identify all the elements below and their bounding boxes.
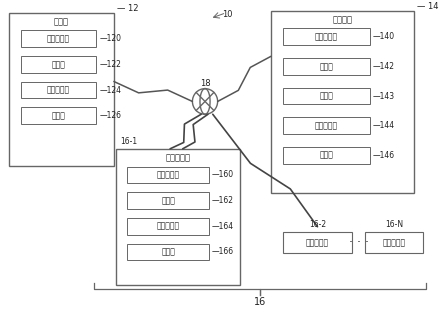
- Bar: [128, 218, 209, 235]
- Bar: [128, 166, 209, 183]
- Text: 控制部: 控制部: [161, 247, 175, 256]
- Text: 16-N: 16-N: [385, 220, 403, 229]
- Bar: [365, 232, 423, 253]
- Text: —160: —160: [212, 170, 234, 179]
- Bar: [128, 243, 209, 260]
- Bar: [116, 149, 240, 285]
- Text: —120: —120: [99, 34, 121, 43]
- Bar: [21, 30, 97, 47]
- Bar: [9, 13, 114, 166]
- Text: · · ·: · · ·: [349, 236, 369, 249]
- Text: 边缘服务器: 边缘服务器: [165, 153, 190, 162]
- Text: 边缘服务器: 边缘服务器: [383, 238, 406, 247]
- Text: —124: —124: [99, 86, 121, 95]
- Text: —126: —126: [99, 111, 121, 120]
- Text: 测量部: 测量部: [319, 62, 333, 71]
- Text: —146: —146: [373, 151, 395, 160]
- Text: —140: —140: [373, 32, 395, 41]
- Text: 18: 18: [200, 79, 210, 88]
- Bar: [283, 29, 370, 45]
- Text: 发送接收部: 发送接收部: [315, 32, 338, 41]
- Bar: [21, 107, 97, 124]
- Text: 发送接收部: 发送接收部: [157, 170, 180, 179]
- Bar: [283, 58, 370, 75]
- Text: 镜像存储部: 镜像存储部: [47, 86, 70, 95]
- Text: — 14: — 14: [417, 2, 439, 11]
- Text: 发送接收部: 发送接收部: [47, 34, 70, 43]
- Text: —142: —142: [373, 62, 395, 71]
- Bar: [283, 117, 370, 134]
- Text: —166: —166: [212, 247, 234, 256]
- Text: 16: 16: [254, 297, 266, 307]
- Text: —143: —143: [373, 91, 395, 100]
- Bar: [283, 147, 370, 164]
- Text: 10: 10: [222, 10, 233, 19]
- Bar: [271, 11, 415, 193]
- Text: 测量部: 测量部: [52, 60, 66, 69]
- Bar: [283, 88, 370, 104]
- Text: —164: —164: [212, 222, 234, 231]
- Text: 16-1: 16-1: [120, 137, 138, 146]
- Text: 测量部: 测量部: [161, 196, 175, 205]
- Text: 云服务器: 云服务器: [333, 15, 353, 24]
- Bar: [21, 82, 97, 99]
- Text: —144: —144: [373, 121, 395, 130]
- Text: —162: —162: [212, 196, 234, 205]
- Text: 镜像存储部: 镜像存储部: [157, 222, 180, 231]
- Text: 边缘服务器: 边缘服务器: [306, 238, 329, 247]
- Bar: [128, 192, 209, 209]
- Text: 镜像存储部: 镜像存储部: [315, 121, 338, 130]
- Text: — 12: — 12: [117, 4, 138, 13]
- Bar: [21, 56, 97, 73]
- Text: 控制部: 控制部: [52, 111, 66, 120]
- Text: —122: —122: [99, 60, 121, 69]
- Text: 车载器: 车载器: [54, 17, 69, 26]
- Text: 控制部: 控制部: [319, 151, 333, 160]
- Text: 取得部: 取得部: [319, 91, 333, 100]
- Text: 16-2: 16-2: [309, 220, 326, 229]
- Bar: [283, 232, 353, 253]
